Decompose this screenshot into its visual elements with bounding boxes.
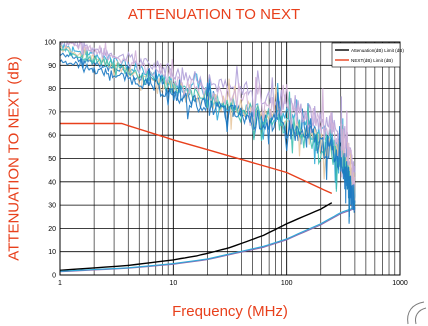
y-tick-label: 30	[48, 203, 56, 210]
series-line-0	[59, 202, 333, 271]
x-tick-label: 10	[169, 280, 177, 287]
legend-entry: Attenuation(dB) Limit (dB)	[351, 48, 404, 53]
y-tick-label: 100	[44, 40, 56, 47]
y-tick-label: 60	[48, 133, 56, 140]
curl-mark-icon	[407, 301, 427, 325]
y-tick-label: 20	[48, 226, 56, 233]
y-tick-label: 50	[48, 156, 56, 163]
legend: Attenuation(dB) Limit (dB) NEXT(dB) Limit…	[331, 42, 404, 68]
y-tick-label: 0	[52, 273, 56, 280]
legend-entry: NEXT(dB) Limit (dB)	[351, 58, 393, 63]
series-line-9	[59, 40, 356, 208]
x-axis-label: Frequency (MHz)	[172, 303, 288, 320]
plot-frame	[59, 41, 401, 276]
x-tick-label: 100	[281, 280, 293, 287]
chart-title: ATTENUATION TO NEXT	[127, 6, 301, 23]
series-line-3	[59, 206, 356, 272]
x-tick-label: 1	[58, 280, 62, 287]
y-tick-label: 40	[48, 179, 56, 186]
legend-box	[331, 42, 401, 68]
x-tick-label: 1000	[392, 280, 408, 287]
y-tick-label: 10	[48, 249, 56, 256]
y-tick-label: 70	[48, 109, 56, 116]
series-line-10	[59, 57, 356, 224]
series-line-1	[60, 122, 333, 195]
y-tick-label: 80	[48, 86, 56, 93]
y-tick-label: 90	[48, 63, 56, 70]
chart-series	[59, 40, 356, 273]
